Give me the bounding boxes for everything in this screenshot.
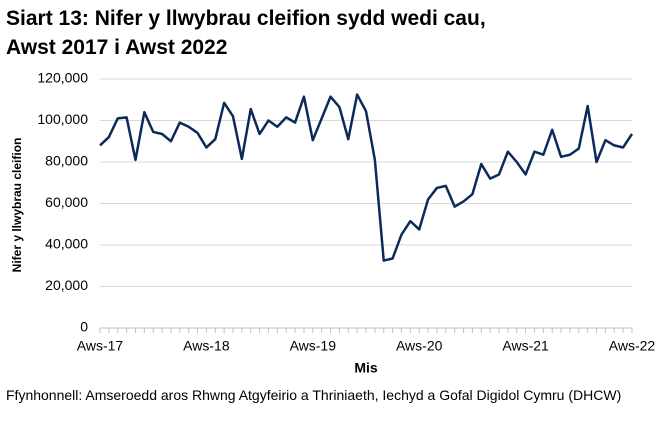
title-line: Awst 2017 i Awst 2022 (6, 36, 228, 59)
chart: Nifer y llwybrau cleifion Mis 0 20,000 40,… (10, 70, 656, 376)
y-tick-label: 20,000 (45, 277, 88, 293)
chart-title: Siart 13: Nifer y llwybrau cleifion sydd… (6, 4, 486, 62)
x-tick-label: Aws-22 (609, 338, 656, 354)
x-tick-label: Aws-19 (290, 338, 337, 354)
x-tick-label: Aws-20 (396, 338, 443, 354)
source-note: Ffynhonnell: Amseroedd aros Rhwng Atgyfe… (6, 387, 622, 403)
y-axis-label: Nifer y llwybrau cleifion (10, 138, 24, 273)
x-axis-label: Mis (354, 360, 378, 376)
x-tick-label: Aws-21 (502, 338, 549, 354)
x-tick-label: Aws-17 (77, 338, 124, 354)
y-tick-label: 80,000 (45, 153, 88, 169)
y-tick-label: 0 (80, 319, 88, 335)
y-tick-label: 100,000 (37, 111, 88, 127)
y-tick-label: 60,000 (45, 194, 88, 210)
y-tick-label: 120,000 (37, 70, 88, 86)
title-line: Siart 13: Nifer y llwybrau cleifion sydd… (6, 7, 486, 30)
x-tick-label: Aws-18 (183, 338, 230, 354)
y-tick-label: 40,000 (45, 236, 88, 252)
data-line (99, 93, 634, 262)
